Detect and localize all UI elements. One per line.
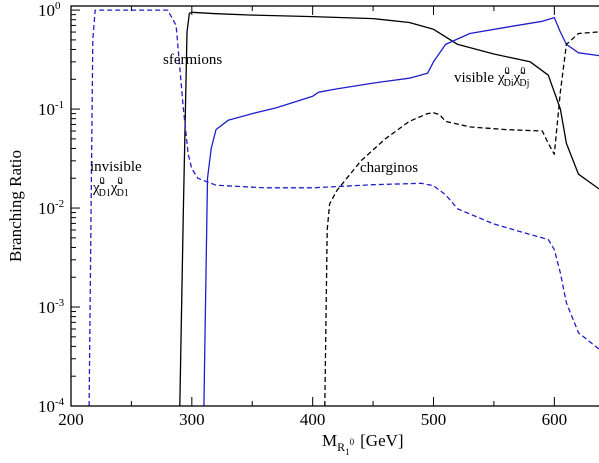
y-tick-label: 10-3 [38, 297, 65, 317]
x-tick-label: 600 [542, 410, 568, 429]
series-line-4 [88, 9, 599, 406]
x-axis-title: MR10 [GeV] [322, 431, 404, 457]
y-axis-title: Branching Ratio [6, 150, 25, 262]
y-tick-label: 10-4 [38, 396, 65, 416]
visible-neutralino-pair: visible χ̃0 Diχ̃0 Dj [454, 66, 529, 89]
sfermions-label: sfermions [163, 52, 222, 68]
x-tick-label: 500 [421, 410, 447, 429]
series-line-3 [324, 31, 599, 406]
charginos-label: charginos [360, 160, 418, 176]
x-tick-label: 200 [58, 410, 84, 429]
invisible-neutralino-pair: χ̃0 D1χ̃0 D1 [92, 176, 129, 199]
invisible-label: invisible [90, 159, 142, 175]
y-tick-label: 10-2 [38, 198, 64, 218]
series-line-1 [179, 11, 599, 406]
x-tick-label: 300 [179, 410, 205, 429]
y-tick-label: 100 [38, 0, 61, 20]
series-line-2 [203, 16, 599, 406]
y-tick-label: 10-1 [38, 99, 64, 119]
series-layer [88, 9, 599, 406]
x-tick-label: 400 [300, 410, 326, 429]
